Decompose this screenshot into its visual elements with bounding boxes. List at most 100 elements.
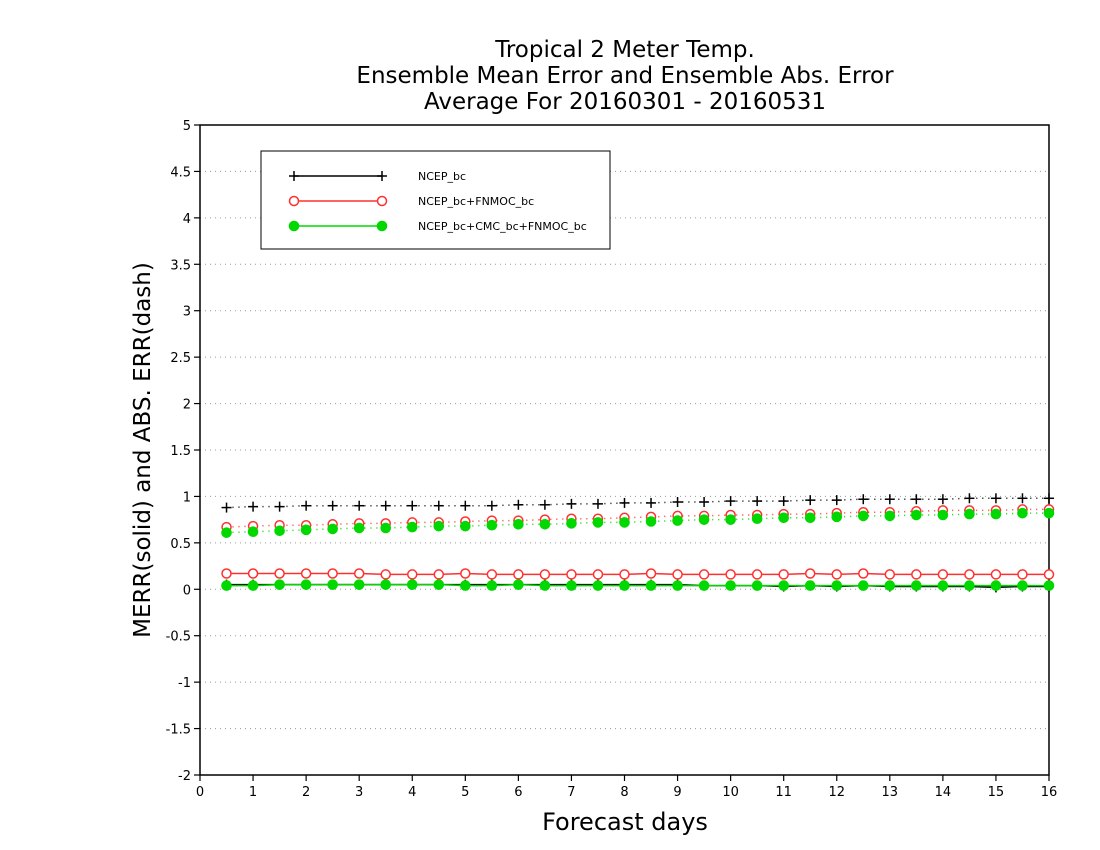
x-tick-label: 10 bbox=[722, 785, 739, 800]
ncep-bc-cmc-bc-fnmoc-bc-merr-point bbox=[539, 580, 551, 591]
ncep-bc-abs-err-point bbox=[301, 500, 312, 511]
ncep-bc-fnmoc-bc-abs-err-line bbox=[226, 508, 1049, 528]
y-tick-label: 0 bbox=[183, 583, 191, 598]
ncep-bc-cmc-bc-fnmoc-bc-merr-point bbox=[353, 579, 365, 590]
ncep-bc-cmc-bc-fnmoc-bc-merr-point bbox=[698, 580, 710, 591]
ncep-bc-abs-err-point bbox=[486, 500, 497, 511]
chart-title-line-3: Average For 20160301 - 20160531 bbox=[423, 89, 827, 115]
ncep-bc-fnmoc-bc-merr-point bbox=[1043, 569, 1055, 580]
y-tick-label: 4.5 bbox=[170, 165, 191, 180]
ncep-bc-cmc-bc-fnmoc-bc-abs-err-point bbox=[884, 510, 896, 522]
ncep-bc-cmc-bc-fnmoc-bc-merr-point bbox=[221, 580, 232, 591]
ncep-bc-cmc-bc-fnmoc-bc-abs-err-point bbox=[857, 510, 869, 522]
ncep-bc-cmc-bc-fnmoc-bc-merr-point bbox=[645, 580, 657, 591]
x-tick-label: 11 bbox=[775, 785, 792, 800]
ncep-bc-fnmoc-bc-merr-point bbox=[274, 568, 285, 579]
ncep-bc-cmc-bc-fnmoc-bc-merr-point bbox=[990, 580, 1002, 591]
ncep-bc-cmc-bc-fnmoc-bc-abs-err-point bbox=[513, 518, 524, 530]
ncep-bc-cmc-bc-fnmoc-bc-abs-err-point bbox=[460, 520, 471, 532]
legend-label: NCEP_bc+CMC_bc+FNMOC_bc bbox=[418, 220, 587, 233]
ncep-bc-fnmoc-bc-merr-point bbox=[407, 569, 418, 580]
ncep-bc-fnmoc-bc-merr-point bbox=[725, 569, 736, 580]
ncep-bc-cmc-bc-fnmoc-bc-merr-point bbox=[300, 579, 312, 590]
ncep-bc-fnmoc-bc-merr-point bbox=[990, 569, 1002, 580]
ncep-bc-cmc-bc-fnmoc-bc-merr-point bbox=[247, 580, 259, 591]
ncep-bc-fnmoc-bc-merr-point bbox=[858, 568, 869, 579]
ncep-bc-cmc-bc-fnmoc-bc-abs-err-point bbox=[1043, 507, 1055, 519]
ncep-bc-cmc-bc-fnmoc-bc-merr-point bbox=[274, 579, 285, 590]
ncep-bc-fnmoc-bc-merr-point bbox=[566, 569, 577, 580]
x-tick-label: 7 bbox=[567, 785, 575, 800]
ncep-bc-fnmoc-bc-merr-point bbox=[937, 569, 949, 580]
x-tick-label: 13 bbox=[882, 785, 899, 800]
ncep-bc-cmc-bc-fnmoc-bc-abs-err-point bbox=[831, 511, 843, 523]
y-axis-label: MERR(solid) and ABS. ERR(dash) bbox=[130, 262, 156, 638]
legend-marker bbox=[288, 195, 300, 207]
x-tick-label: 5 bbox=[461, 785, 469, 800]
ncep-bc-abs-err-point bbox=[884, 494, 895, 505]
ncep-bc-cmc-bc-fnmoc-bc-abs-err-point bbox=[486, 519, 498, 531]
ncep-bc-abs-err-point bbox=[646, 497, 657, 508]
ncep-bc-cmc-bc-fnmoc-bc-abs-err-point bbox=[778, 512, 789, 524]
ncep-bc-abs-err-point bbox=[513, 499, 524, 510]
ncep-bc-cmc-bc-fnmoc-bc-merr-point bbox=[513, 579, 524, 590]
y-tick-label: 3 bbox=[183, 305, 191, 320]
ncep-bc-cmc-bc-fnmoc-bc-merr-point bbox=[911, 580, 922, 591]
ncep-bc-cmc-bc-fnmoc-bc-merr-point bbox=[751, 580, 763, 591]
ncep-bc-abs-err-point bbox=[460, 500, 471, 511]
ncep-bc-cmc-bc-fnmoc-bc-merr-point bbox=[672, 580, 683, 591]
ncep-bc-cmc-bc-fnmoc-bc-merr-point bbox=[380, 579, 392, 590]
y-tick-label: -1 bbox=[178, 676, 191, 691]
ncep-bc-cmc-bc-fnmoc-bc-merr-point bbox=[433, 579, 445, 590]
ncep-bc-cmc-bc-fnmoc-bc-merr-point bbox=[1043, 580, 1055, 591]
ncep-bc-cmc-bc-fnmoc-bc-abs-err-point bbox=[592, 517, 604, 528]
x-tick-label: 4 bbox=[408, 785, 416, 800]
y-tick-label: -2 bbox=[178, 769, 191, 784]
y-tick-label: 1 bbox=[183, 490, 191, 505]
ncep-bc-fnmoc-bc-merr-point bbox=[300, 568, 312, 579]
ncep-bc-fnmoc-bc-merr-point bbox=[964, 569, 975, 580]
ncep-bc-fnmoc-bc-merr-point bbox=[1017, 569, 1028, 580]
axes-layer: -2-1.5-1-0.500.511.522.533.544.550 1 2 3 4 5 6… bbox=[166, 119, 1058, 800]
y-tick-label: 4 bbox=[183, 212, 191, 227]
x-axis-label: Forecast days bbox=[542, 808, 708, 836]
ncep-bc-fnmoc-bc-merr-point bbox=[513, 569, 524, 580]
ncep-bc-fnmoc-bc-merr-point bbox=[353, 568, 365, 579]
legend-marker bbox=[289, 171, 299, 181]
ncep-bc-cmc-bc-fnmoc-bc-abs-err-point bbox=[247, 526, 259, 538]
legend-marker bbox=[288, 220, 300, 232]
ncep-bc-cmc-bc-fnmoc-bc-merr-point bbox=[327, 579, 338, 590]
ncep-bc-cmc-bc-fnmoc-bc-abs-err-point bbox=[327, 523, 338, 535]
ncep-bc-abs-err-point bbox=[1044, 493, 1054, 504]
ncep-bc-fnmoc-bc-merr-point bbox=[486, 569, 498, 580]
chart-title-line-2: Ensemble Mean Error and Ensemble Abs. Er… bbox=[356, 63, 894, 89]
ncep-bc-abs-err-point bbox=[619, 497, 630, 508]
ncep-bc-abs-err-point bbox=[725, 496, 736, 507]
y-tick-label: -0.5 bbox=[166, 630, 191, 645]
ncep-bc-cmc-bc-fnmoc-bc-abs-err-point bbox=[964, 508, 975, 520]
legend-box bbox=[260, 150, 611, 250]
ncep-bc-fnmoc-bc-merr-point bbox=[911, 569, 922, 580]
ncep-bc-cmc-bc-fnmoc-bc-abs-err-point bbox=[353, 522, 365, 534]
ncep-bc-cmc-bc-fnmoc-bc-abs-err-point bbox=[698, 514, 710, 525]
ncep-bc-cmc-bc-fnmoc-bc-abs-err-point bbox=[619, 517, 630, 528]
ncep-bc-cmc-bc-fnmoc-bc-merr-point bbox=[619, 580, 630, 591]
ncep-bc-abs-err-point bbox=[911, 494, 922, 505]
ncep-bc-fnmoc-bc-merr-point bbox=[327, 568, 338, 579]
ncep-bc-abs-err-point bbox=[752, 496, 763, 507]
ncep-bc-abs-err-point bbox=[699, 497, 710, 507]
ncep-bc-cmc-bc-fnmoc-bc-abs-err-point bbox=[380, 522, 392, 534]
ncep-bc-fnmoc-bc-merr-point bbox=[645, 568, 657, 579]
ncep-bc-cmc-bc-fnmoc-bc-abs-err-point bbox=[672, 515, 683, 526]
series-layer bbox=[221, 493, 1055, 593]
x-tick-label: 2 bbox=[302, 785, 310, 800]
ncep-bc-abs-err-point bbox=[672, 497, 683, 507]
ncep-bc-abs-err-point bbox=[964, 493, 975, 504]
x-tick-label: 0 bbox=[196, 785, 204, 800]
ncep-bc-cmc-bc-fnmoc-bc-abs-err-point bbox=[274, 525, 285, 537]
ncep-bc-fnmoc-bc-merr-point bbox=[539, 569, 551, 580]
ncep-bc-abs-err-point bbox=[248, 501, 259, 512]
x-tick-label: 8 bbox=[620, 785, 628, 800]
ncep-bc-abs-err-point bbox=[380, 500, 391, 511]
